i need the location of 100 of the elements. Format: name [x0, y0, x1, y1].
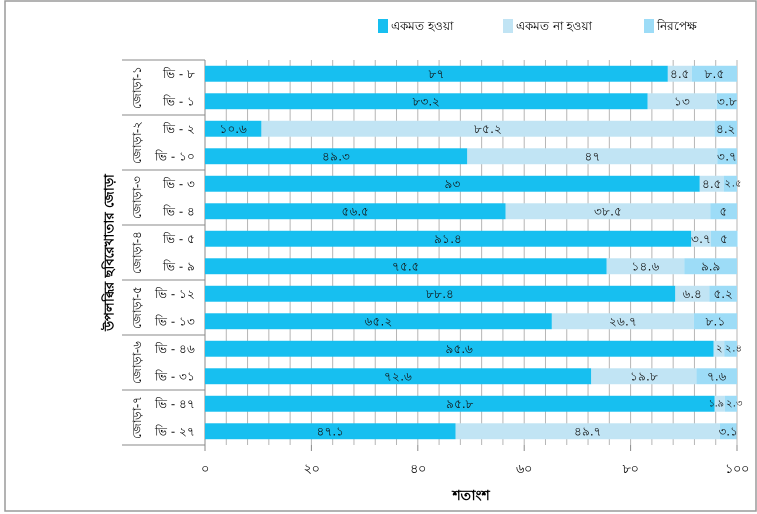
x-tick-label: ২০ — [303, 462, 320, 477]
bar — [694, 313, 737, 330]
data-label: ৮৮.৪ — [426, 286, 454, 301]
data-label: ৯৩ — [444, 176, 460, 191]
x-tick-label: ৮০ — [622, 462, 639, 477]
y-tick-label: ভি - ৮ — [162, 66, 195, 81]
bar — [710, 230, 738, 247]
data-label: ৯১.৪ — [434, 232, 462, 246]
bar — [710, 203, 737, 220]
text: জোড়া-৫ — [130, 286, 144, 330]
legend-label: একমত না হওয়া — [516, 19, 593, 33]
bar — [696, 368, 737, 384]
data-label: ৮.৫ — [704, 66, 724, 81]
data-label: ৩৮.৫ — [594, 204, 622, 218]
bar — [205, 368, 592, 384]
data-label: ৩.১ — [718, 424, 738, 438]
bar — [692, 66, 737, 82]
bar — [552, 313, 694, 330]
text: জোড়া-৬ — [130, 340, 144, 384]
data-label: ৮৫.২ — [474, 122, 502, 136]
text: জোড়া-১ — [130, 66, 144, 110]
data-label: ৫৬.৫ — [341, 204, 370, 218]
data-label: ৮৩.২ — [412, 94, 440, 108]
bar — [205, 203, 506, 220]
data-label: ১৩ — [674, 94, 690, 108]
y-tick-label: ভি - ৪৭ — [154, 396, 195, 411]
y-axis-title: উপলব্ধির ছবিরেখাতার জোড়া — [100, 172, 118, 332]
y-tick-label: ভি - ১২ — [154, 286, 195, 301]
bar — [467, 148, 718, 164]
y-tick-label: ভি - ৩১ — [154, 369, 195, 384]
data-label: ৫ — [720, 204, 728, 218]
bar — [205, 230, 692, 247]
bar — [684, 258, 737, 274]
data-label: ৪৯.৭ — [574, 424, 602, 438]
data-label: ৬৫.২ — [364, 314, 392, 328]
text: জোড়া-৪ — [130, 230, 144, 274]
bar — [205, 313, 552, 330]
y-tick-label: ভি - ৯ — [162, 259, 195, 274]
data-label: ৪.৫ — [670, 66, 690, 81]
data-label: ৩.৭ — [717, 149, 738, 164]
bar — [606, 258, 684, 274]
data-label: ২.৪ — [725, 343, 742, 354]
bar — [205, 340, 714, 357]
bar — [205, 120, 262, 137]
bar — [205, 66, 668, 82]
data-label: ৪.২ — [716, 122, 736, 136]
data-label: ৭.৬ — [706, 369, 727, 384]
data-label: ১৯.৮ — [630, 369, 658, 384]
legend-label: একমত হওয়া — [391, 19, 454, 33]
x-tick-label: ৬০ — [516, 462, 532, 477]
bar — [506, 203, 710, 220]
y-tick-label: ভি - ২ — [162, 122, 195, 136]
data-label: ৩.৭ — [691, 232, 712, 246]
data-label: ৮.১ — [706, 314, 726, 328]
y-tick-label: ভি - ৫ — [162, 232, 195, 246]
data-label: ৩.৮ — [716, 94, 737, 108]
bar — [648, 93, 717, 110]
bar — [591, 368, 697, 384]
bar — [205, 176, 700, 192]
data-label: ৫ — [720, 232, 728, 246]
y-tick-label: ভি - ৪৬ — [154, 342, 195, 356]
data-label: ১৪.৬ — [632, 259, 660, 274]
data-label: ৪৭.১ — [316, 424, 344, 438]
x-axis-title: শতাংশ — [452, 488, 490, 504]
text: জোড়া-৭ — [130, 396, 144, 440]
y-tick-label: ভি - ৩ — [162, 176, 195, 191]
data-label: ২৬.৭ — [608, 314, 637, 328]
x-tick-label: ৪০ — [410, 462, 426, 477]
bar — [261, 120, 715, 137]
data-label: ৪৭ — [584, 149, 600, 164]
data-label: ২.৩ — [726, 398, 743, 410]
y-tick-label: ভি - ২৭ — [154, 424, 195, 438]
data-label: ৬.৪ — [682, 286, 702, 301]
bar — [205, 148, 468, 164]
data-label: ২.৫ — [724, 178, 741, 190]
legend-label: নিরপেক্ষ — [656, 19, 697, 33]
text: জোড়া-২ — [130, 120, 144, 164]
bar — [205, 93, 648, 110]
data-label: ৫.২ — [713, 286, 734, 301]
data-label: ৭৫.৫ — [392, 259, 420, 274]
data-label: ৮৭ — [428, 66, 444, 81]
y-tick-label: ভি - ১৩ — [154, 314, 195, 328]
data-label: ৪.৫ — [702, 176, 722, 191]
y-tick-label: ভি - ১০ — [154, 149, 195, 164]
x-tick-label: ০ — [201, 462, 209, 477]
y-tick-label: ভি - ১ — [162, 94, 195, 108]
data-label: ৯.৯ — [700, 259, 721, 274]
data-label: ৯৫.৮ — [446, 396, 474, 411]
data-label: ৯৫.৬ — [445, 342, 474, 356]
x-tick-label: ১০০ — [725, 462, 749, 477]
bar — [456, 423, 720, 440]
bar — [205, 258, 607, 274]
bar — [205, 423, 456, 440]
y-tick-label: ভি - ৪ — [162, 204, 195, 218]
bar — [205, 286, 676, 302]
text: জোড়া-৩ — [130, 176, 144, 220]
data-label: ৭২.৬ — [384, 369, 412, 384]
data-label: ২ — [716, 343, 724, 354]
data-label: ৪৯.৩ — [322, 149, 350, 164]
data-label: ১০.৬ — [219, 122, 248, 136]
